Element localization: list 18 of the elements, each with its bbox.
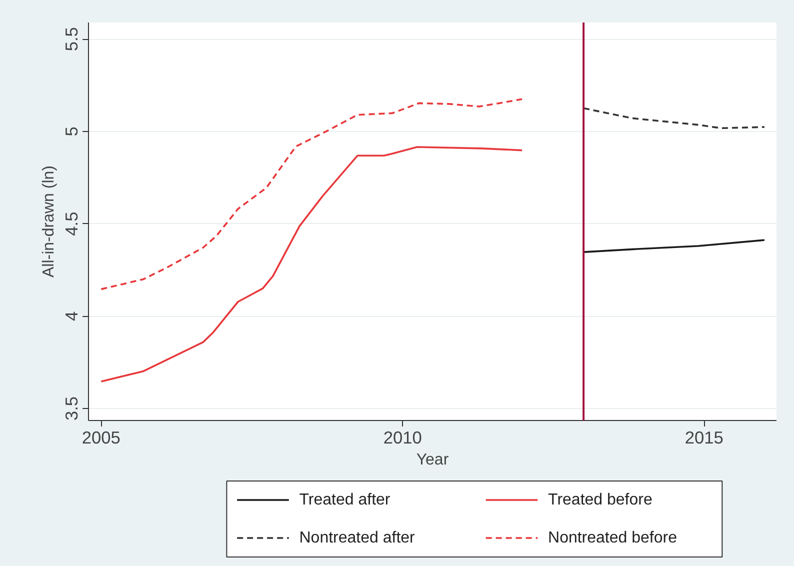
legend-label: Treated after (299, 492, 391, 508)
line-series (100, 146, 523, 382)
y-tick-label: 4 (62, 310, 82, 321)
y-tick-label: 4.5 (62, 212, 82, 236)
y-tick-label: 3.5 (62, 396, 82, 421)
line-series (100, 98, 523, 290)
legend-label: Treated before (548, 492, 652, 508)
x-tick-label: 2010 (383, 428, 422, 448)
x-axis-title: Year (416, 452, 450, 468)
line-series (582, 239, 766, 253)
y-tick-label: 5.5 (62, 27, 82, 52)
x-tick-label: 2015 (684, 428, 724, 448)
x-tick-label: 2005 (82, 428, 120, 448)
y-axis-title: All-in-drawn (ln) (40, 165, 58, 278)
legend-label: Nontreated before (548, 530, 678, 546)
line-series (582, 107, 766, 130)
legend-label: Nontreated after (299, 530, 416, 546)
y-tick-label: 5 (62, 126, 82, 136)
